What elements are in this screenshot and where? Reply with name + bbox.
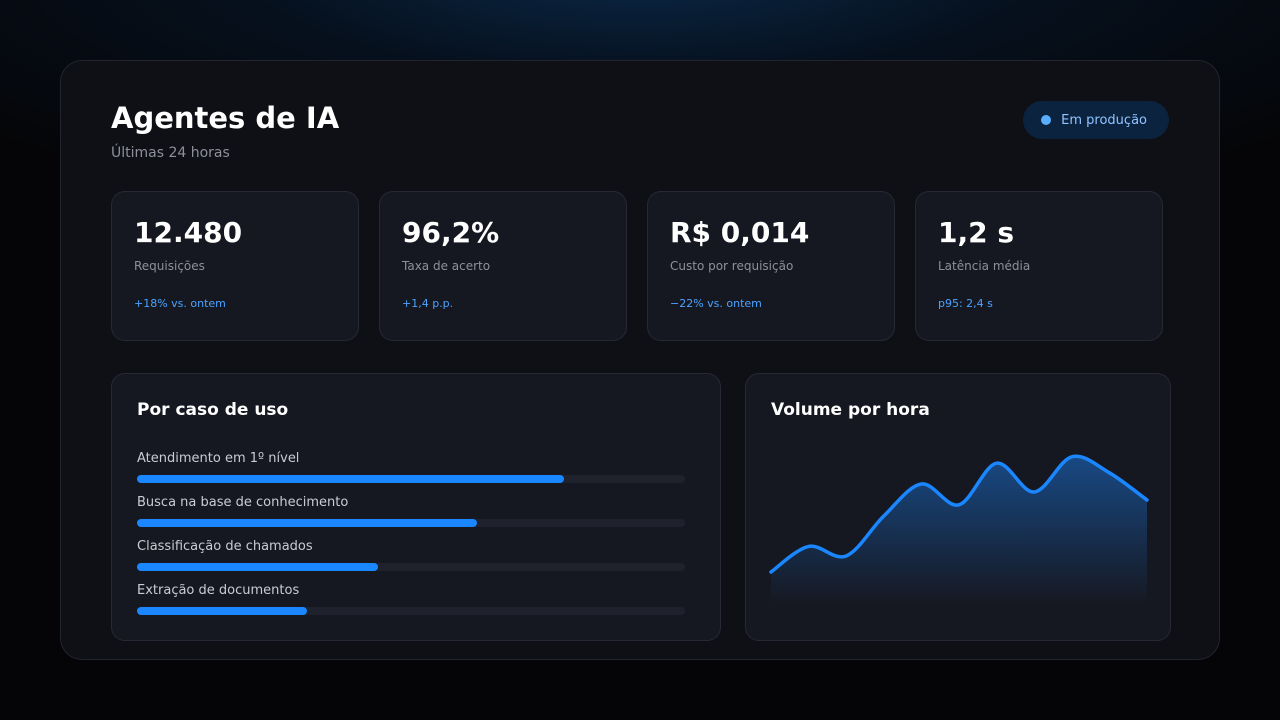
metric-delta: +18% vs. ontem	[134, 297, 226, 310]
use-case-row: Extração de documentos	[137, 583, 685, 623]
metric-label: Requisições	[134, 259, 205, 273]
metric-card-cost: R$ 0,014 Custo por requisição −22% vs. o…	[647, 191, 895, 341]
metric-card-requests: 12.480 Requisições +18% vs. ontem	[111, 191, 359, 341]
use-case-label: Busca na base de conhecimento	[137, 495, 349, 510]
status-badge-label: Em produção	[1061, 112, 1147, 128]
page-title: Agentes de IA	[111, 101, 340, 135]
volume-area-fill	[771, 456, 1147, 604]
use-case-row: Classificação de chamados	[137, 539, 685, 579]
metric-delta: +1,4 p.p.	[402, 297, 454, 310]
use-case-panel: Por caso de uso Atendimento em 1º nível …	[111, 373, 721, 641]
chart-title: Volume por hora	[771, 400, 930, 420]
status-badge: Em produção	[1023, 101, 1169, 139]
use-case-bar-track	[137, 519, 685, 527]
volume-area-chart	[769, 454, 1149, 604]
use-case-title: Por caso de uso	[137, 400, 289, 420]
metric-label: Custo por requisição	[670, 259, 794, 273]
page-subtitle: Últimas 24 horas	[111, 145, 230, 161]
volume-chart-panel: Volume por hora	[745, 373, 1171, 641]
metric-value: 12.480	[134, 216, 243, 249]
use-case-label: Extração de documentos	[137, 583, 300, 598]
use-case-label: Classificação de chamados	[137, 539, 313, 554]
metric-card-accuracy: 96,2% Taxa de acerto +1,4 p.p.	[379, 191, 627, 341]
use-case-bar-fill	[137, 607, 307, 615]
use-case-bar-fill	[137, 519, 477, 527]
metric-label: Taxa de acerto	[402, 259, 491, 273]
use-case-row: Busca na base de conhecimento	[137, 495, 685, 535]
use-case-bar-fill	[137, 563, 379, 571]
use-case-bar-track	[137, 607, 685, 615]
metric-value: 96,2%	[402, 216, 500, 249]
metric-label: Latência média	[938, 259, 1031, 273]
use-case-bar-track	[137, 563, 685, 571]
metric-value: R$ 0,014	[670, 216, 810, 249]
use-case-bar-fill	[137, 475, 565, 483]
metric-delta: p95: 2,4 s	[938, 297, 993, 310]
use-case-label: Atendimento em 1º nível	[137, 451, 300, 466]
use-case-bar-track	[137, 475, 685, 483]
status-dot-icon	[1041, 115, 1052, 125]
metric-card-latency: 1,2 s Latência média p95: 2,4 s	[915, 191, 1163, 341]
volume-series-line	[769, 454, 1149, 574]
metric-delta: −22% vs. ontem	[670, 297, 762, 310]
dashboard-panel: Agentes de IA Últimas 24 horas Em produç…	[60, 60, 1220, 660]
metric-value: 1,2 s	[938, 216, 1015, 249]
use-case-row: Atendimento em 1º nível	[137, 451, 685, 491]
